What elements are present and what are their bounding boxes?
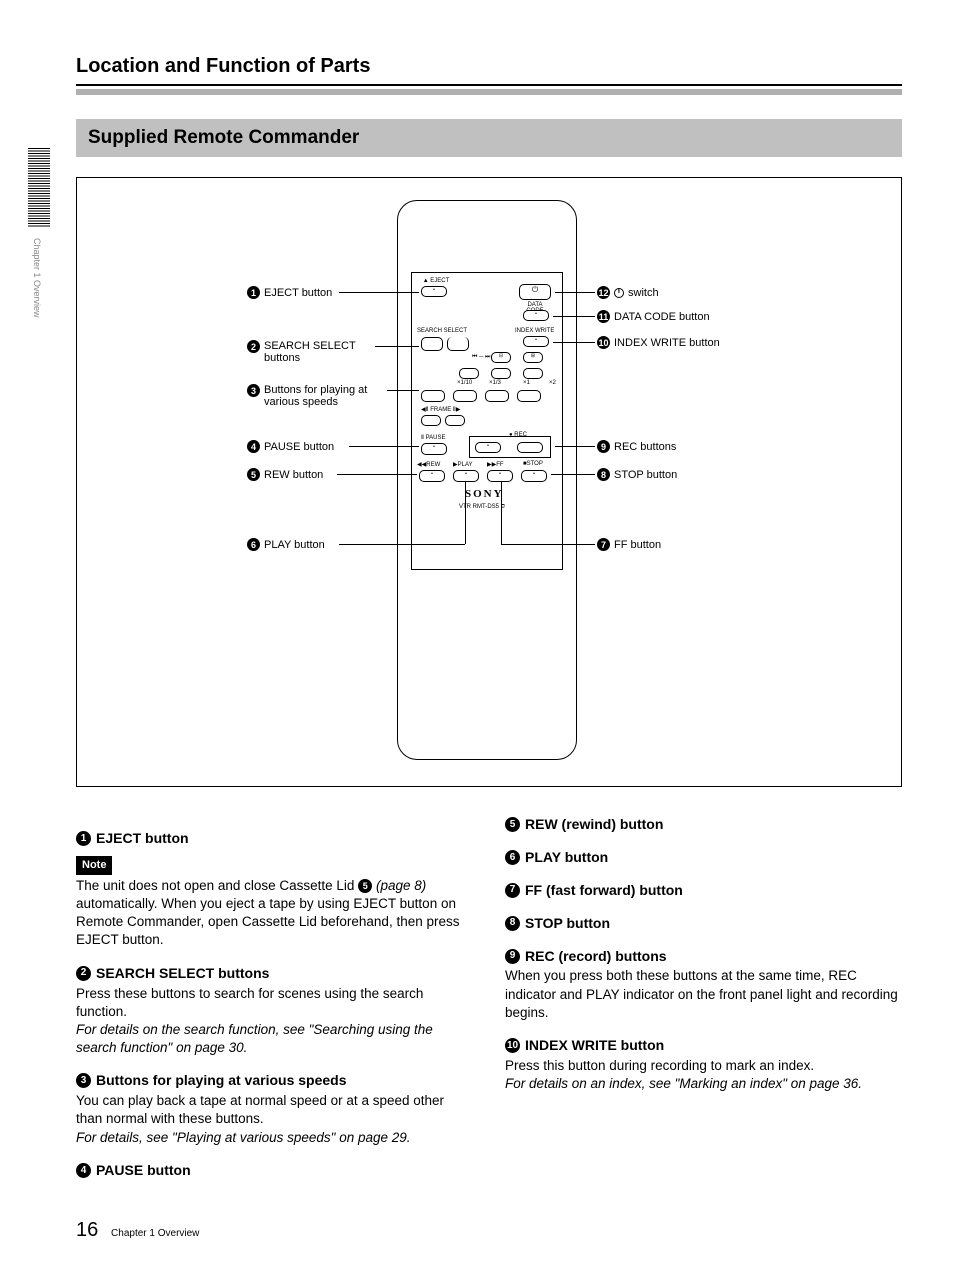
- chapter-side-label: Chapter 1 Overview: [32, 238, 42, 318]
- item-9-head: 9REC (record) buttons: [505, 947, 902, 966]
- item-9-body: When you press both these buttons at the…: [505, 967, 902, 1022]
- spdD: [517, 390, 541, 402]
- callout-10: 10INDEX WRITE button: [597, 336, 720, 349]
- item-2-body: Press these buttons to search for scenes…: [76, 985, 473, 1021]
- subsection-title: Supplied Remote Commander: [76, 119, 902, 157]
- ff-label: ▶▶FF: [487, 461, 504, 468]
- eject-btn: •: [421, 286, 447, 297]
- prev-next-label: ⏮ ─ ⏭: [472, 354, 490, 361]
- x116: ×1/10: [457, 380, 472, 386]
- divider-line: [76, 84, 902, 86]
- stop-btn: •: [521, 470, 547, 482]
- item-10-body: Press this button during recording to ma…: [505, 1057, 902, 1075]
- item-3-ref: For details, see "Playing at various spe…: [76, 1129, 473, 1147]
- item-10-head: 10INDEX WRITE button: [505, 1036, 902, 1055]
- rew-btn: •: [419, 470, 445, 482]
- frame-back: [421, 415, 441, 426]
- callout-9: 9REC buttons: [597, 440, 676, 453]
- skip-back: ⊟: [491, 352, 511, 363]
- callout-4: 4PAUSE button: [247, 440, 334, 453]
- callout-12: 12 switch: [597, 286, 659, 299]
- item-8-head: 8STOP button: [505, 914, 902, 933]
- search-2: [447, 337, 469, 351]
- callout-7: 7FF button: [597, 538, 661, 551]
- frame-label: ◀Ⅱ FRAME Ⅱ▶: [421, 406, 460, 413]
- remote-diagram: ▲ EJECT • ⏻ DATA CODE • SEARCH SELECT IN…: [76, 177, 902, 787]
- x1: ×1: [523, 380, 530, 386]
- pause-label: Ⅱ PAUSE: [421, 434, 446, 441]
- index-write-btn: •: [523, 336, 549, 347]
- eject-label: ▲ EJECT: [421, 278, 451, 284]
- left-column: 1EJECT button Note The unit does not ope…: [76, 815, 473, 1182]
- barcode-graphic: [28, 148, 50, 228]
- sony-logo: SONY: [465, 488, 504, 500]
- callout-3: 3Buttons for playing at various speeds: [247, 384, 394, 408]
- stop-label: ■STOP: [523, 461, 543, 467]
- search-1: [421, 337, 443, 351]
- spdA: [421, 390, 445, 402]
- frame-fwd: [445, 415, 465, 426]
- x2: ×2: [549, 380, 556, 386]
- data-code-btn: •: [523, 310, 549, 321]
- page-footer: 16 Chapter 1 Overview: [76, 1219, 199, 1242]
- right-column: 5REW (rewind) button 6PLAY button 7FF (f…: [505, 815, 902, 1182]
- play-btn: •: [453, 470, 479, 482]
- search-select-label: SEARCH SELECT: [417, 328, 467, 334]
- play-label: ▶PLAY: [453, 461, 473, 468]
- callout-8: 8STOP button: [597, 468, 677, 481]
- body-columns: 1EJECT button Note The unit does not ope…: [76, 815, 902, 1182]
- item-2-ref: For details on the search function, see …: [76, 1021, 473, 1057]
- callout-5: 5REW button: [247, 468, 323, 481]
- item-4-head: 4PAUSE button: [76, 1161, 473, 1180]
- spdB: [453, 390, 477, 402]
- footer-chapter: Chapter 1 Overview: [111, 1228, 199, 1239]
- skip-fwd: ⊞: [523, 352, 543, 363]
- item-5-head: 5REW (rewind) button: [505, 815, 902, 834]
- item-3-head: 3Buttons for playing at various speeds: [76, 1071, 473, 1090]
- pause-btn: •: [421, 443, 447, 455]
- callout-11: 11DATA CODE button: [597, 310, 710, 323]
- inline-ref-5: 5: [358, 879, 372, 893]
- spd3: [523, 368, 543, 379]
- note-text: The unit does not open and close Cassett…: [76, 877, 473, 950]
- item-7-head: 7FF (fast forward) button: [505, 881, 902, 900]
- ff-btn: •: [487, 470, 513, 482]
- index-write-label: INDEX WRITE: [515, 328, 554, 334]
- callout-6: 6PLAY button: [247, 538, 325, 551]
- rec-btn-1: •: [475, 442, 501, 453]
- divider-bar: [76, 89, 902, 95]
- power-btn: ⏻: [519, 284, 551, 300]
- item-2-head: 2SEARCH SELECT buttons: [76, 964, 473, 983]
- spd2: [491, 368, 511, 379]
- rec-btn-2: [517, 442, 543, 453]
- note-label: Note: [76, 856, 112, 875]
- spd1: [459, 368, 479, 379]
- spdC: [485, 390, 509, 402]
- x13: ×1/3: [489, 380, 501, 386]
- callout-2: 2SEARCH SELECT buttons: [247, 340, 374, 364]
- item-1-head: 1EJECT button: [76, 829, 473, 848]
- page-number: 16: [76, 1219, 98, 1241]
- item-6-head: 6PLAY button: [505, 848, 902, 867]
- item-3-body: You can play back a tape at normal speed…: [76, 1092, 473, 1128]
- rew-label: ◀◀REW: [417, 461, 440, 468]
- power-icon: [614, 288, 624, 298]
- section-title: Location and Function of Parts: [76, 55, 902, 78]
- item-10-ref: For details on an index, see "Marking an…: [505, 1075, 902, 1093]
- callout-1: 1EJECT button: [247, 286, 332, 299]
- rec-label: ● REC: [509, 432, 527, 438]
